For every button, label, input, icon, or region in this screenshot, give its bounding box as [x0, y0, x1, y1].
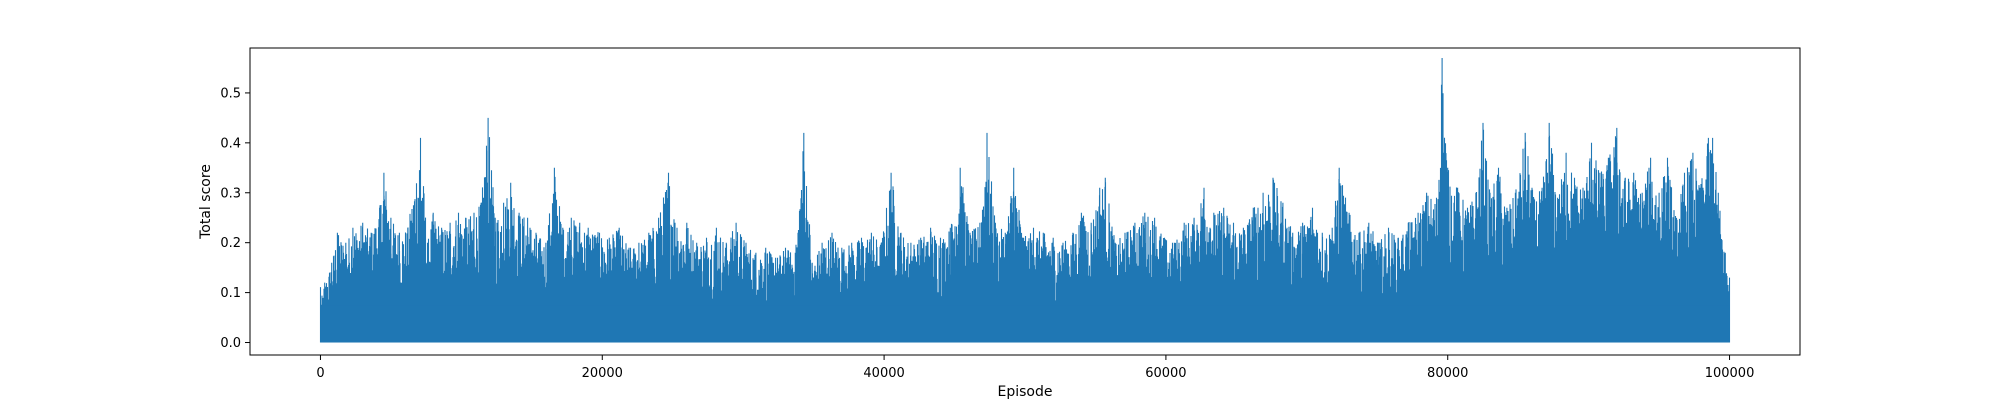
series-baseline-band: [320, 305, 1730, 343]
x-axis-label: Episode: [998, 384, 1053, 400]
x-tick-label: 60000: [1145, 366, 1186, 381]
y-tick-label: 0.2: [220, 236, 241, 251]
y-tick-label: 0.3: [220, 186, 241, 201]
y-tick-label: 0.1: [220, 286, 241, 301]
x-tick-label: 100000: [1705, 366, 1755, 381]
plot-frame: [249, 47, 1801, 356]
y-tick-label: 0.0: [220, 336, 241, 351]
x-tick-label: 0: [316, 366, 324, 381]
series-line: [319, 58, 1731, 343]
y-axis-label: Total score: [198, 164, 214, 240]
x-tick-label: 20000: [582, 366, 623, 381]
x-tick-label: 80000: [1427, 366, 1468, 381]
x-tick-label: 40000: [863, 366, 904, 381]
axes: 0 20000 40000 60000 80000 100000 0.0 0.1 0.2 0.3 0…: [220, 86, 1754, 381]
plot-area: [319, 58, 1731, 343]
y-tick-label: 0.4: [220, 136, 241, 151]
y-tick-label: 0.5: [220, 86, 241, 101]
